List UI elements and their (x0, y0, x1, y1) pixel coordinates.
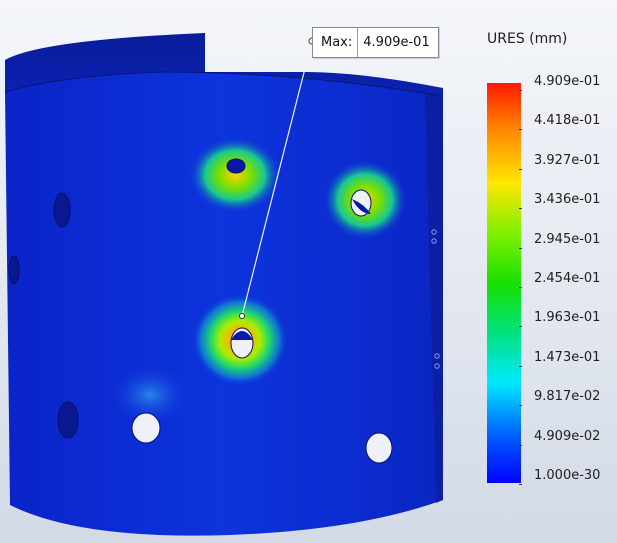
edge-feature (434, 353, 440, 359)
legend-tick-label: 1.963e-01 (534, 310, 601, 325)
max-leader-line (241, 40, 313, 317)
legend-tick-mark (519, 484, 522, 485)
hole (226, 158, 246, 174)
legend-tick-mark (519, 326, 522, 327)
part-right-edge (425, 92, 443, 503)
legend-tick-mark (519, 405, 522, 406)
max-label: Max: (313, 28, 359, 57)
legend-tick-label: 1.000e-30 (534, 468, 601, 483)
hole (131, 412, 161, 444)
legend-tick-mark (519, 208, 522, 209)
legend-tick-label: 2.945e-01 (534, 232, 601, 247)
legend-tick-label: 4.909e-01 (534, 74, 601, 89)
legend-tick-label: 2.454e-01 (534, 271, 601, 286)
edge-feature (431, 238, 437, 244)
displacement-hotspot (189, 137, 281, 213)
legend-tick-mark (519, 169, 522, 170)
legend-tick-mark (519, 445, 522, 446)
hole (53, 192, 71, 228)
hole (8, 255, 20, 285)
hole-shadow (231, 331, 253, 340)
max-probe-dot (239, 313, 245, 319)
hole (57, 401, 79, 439)
legend-tick-mark (519, 248, 522, 249)
edge-feature (431, 229, 437, 235)
hole-shadow (352, 199, 371, 214)
hole (365, 432, 393, 464)
part-top-edge (4, 71, 444, 97)
legend-tick-mark (519, 366, 522, 367)
legend-tick-label: 9.817e-02 (534, 389, 601, 404)
legend-tick-label: 1.473e-01 (534, 350, 601, 365)
legend-tick-mark (519, 287, 522, 288)
legend-title: URES (mm) (487, 31, 568, 47)
legend-tick-label: 4.418e-01 (534, 113, 601, 128)
legend-tick-label: 3.436e-01 (534, 192, 601, 207)
edge-feature (434, 363, 440, 369)
legend-tick-label: 3.927e-01 (534, 153, 601, 168)
max-value-callout[interactable]: Max: 4.909e-01 (312, 27, 439, 58)
displacement-soft-zone (110, 365, 190, 425)
max-value: 4.909e-01 (363, 35, 430, 50)
legend-colorbar[interactable] (487, 83, 521, 483)
legend-tick-mark (519, 90, 522, 91)
part-top-rim (5, 33, 443, 96)
legend-tick-mark (519, 129, 522, 130)
legend-tick-label: 4.909e-02 (534, 429, 601, 444)
